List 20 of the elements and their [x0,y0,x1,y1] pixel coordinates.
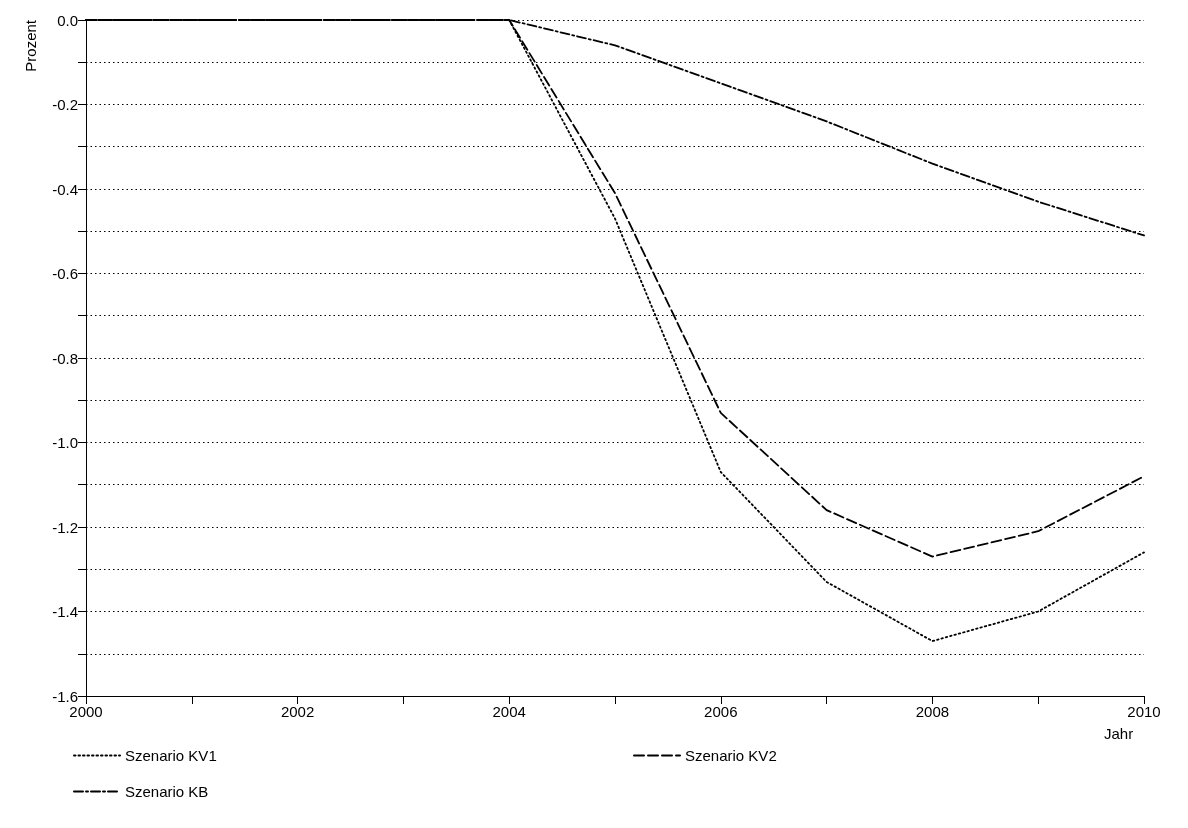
y-tick-label: -1.4 [52,603,78,620]
x-tick-label: 2000 [69,703,103,720]
x-axis-title: Jahr [1104,725,1134,742]
y-tick-label: -1.0 [52,434,78,451]
y-tick-label: -0.4 [52,180,78,198]
y-axis-title: Prozent [22,19,39,72]
y-tick-label: -1.2 [52,518,78,536]
y-tick-label: -0.6 [52,265,78,282]
legend-label: Szenario KV1 [125,747,217,764]
x-tick-label: 2004 [492,703,526,720]
x-tick-label: 2010 [1127,703,1161,720]
y-tick-label: 0.0 [57,11,78,29]
x-tick-label: 2008 [915,703,950,720]
legend-label: Szenario KB [125,783,209,800]
y-tick-label: -1.6 [52,687,78,705]
x-tick-label: 2006 [704,703,738,720]
x-tick-label: 2002 [280,703,315,720]
y-tick-label: -0.2 [52,96,78,113]
y-tick-label: -0.8 [52,349,78,367]
legend-label: Szenario KV2 [685,747,777,764]
